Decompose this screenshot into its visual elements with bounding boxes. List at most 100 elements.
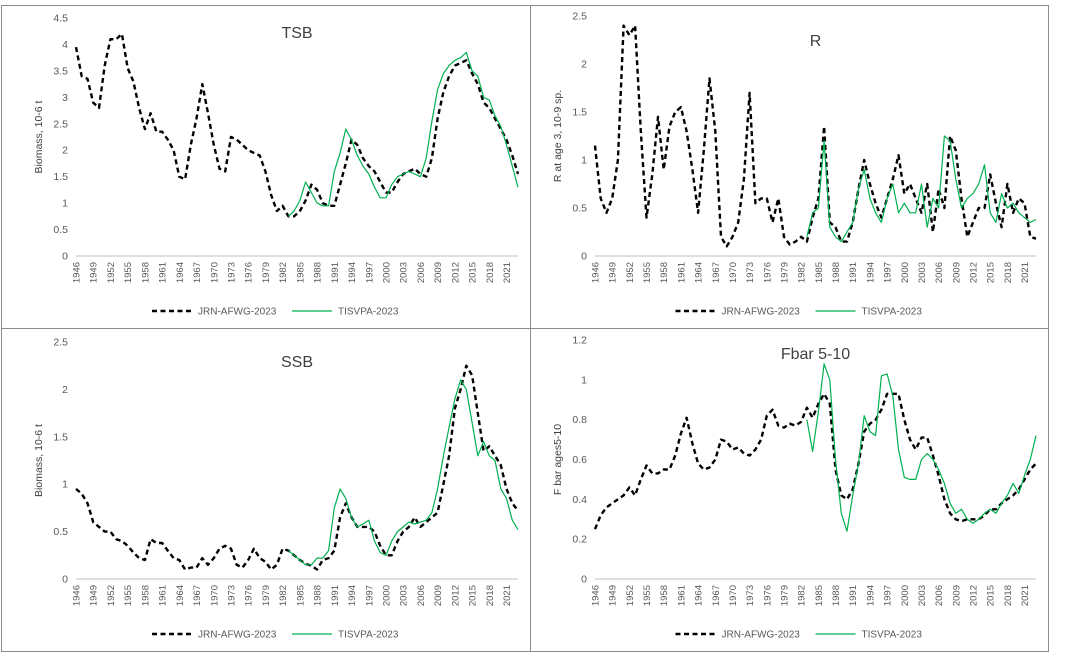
y-tick-label: 1.5 (53, 171, 68, 183)
x-tick-label: 2021 (1020, 585, 1031, 606)
recruitment-chart: R R at age 3, 10-9 sp. 0 0.5 1 1.5 2 2.5 1946 194… (552, 11, 1037, 318)
x-tick-label: 1955 (642, 262, 653, 283)
series-line-jrn-afwg-2023 (75, 364, 519, 571)
x-tick-label: 1973 (745, 262, 756, 283)
y-tick-label: 1.2 (572, 335, 587, 347)
legend-label: JRN-AFWG-2023 (722, 630, 801, 641)
y-tick-label: 2 (62, 384, 68, 396)
y-tick-label: 0 (62, 574, 68, 586)
y-tick-label: 1.5 (53, 431, 68, 443)
y-tick-label: 0.6 (572, 454, 587, 466)
x-tick-label: 2012 (969, 262, 980, 283)
x-tick-label: 1961 (158, 585, 169, 606)
series-line-tisvpa-2023 (806, 363, 1037, 532)
x-tick-label: 2009 (433, 262, 444, 283)
x-tick-label: 1985 (814, 585, 825, 606)
x-tick-label: 2015 (468, 585, 479, 606)
y-tick-label: 2.5 (572, 11, 587, 23)
x-tick-label: 1997 (883, 585, 894, 606)
y-tick-label: 1 (581, 155, 587, 167)
x-tick-label: 1979 (261, 585, 272, 606)
x-tick-label: 1946 (591, 585, 602, 606)
y-tick-label: 3 (62, 92, 68, 104)
x-tick-label: 2006 (934, 262, 945, 283)
tsb-chart: TSB Biomass, 10-6 t 0 0.5 1 1.5 2 2.5 3 3.5 4 4.5 19… (33, 13, 520, 318)
y-tick-label: 1.5 (572, 107, 587, 119)
x-tick-label: 1976 (762, 262, 773, 283)
y-tick-label: 0 (581, 574, 587, 586)
x-tick-label: 1958 (659, 262, 670, 283)
chart-title: TSB (281, 25, 312, 42)
x-tick-label: 1991 (330, 585, 341, 606)
series-line-jrn-afwg-2023 (593, 392, 1037, 530)
x-tick-label: 1961 (676, 585, 687, 606)
x-tick-label: 1970 (209, 585, 220, 606)
x-tick-label: 1976 (244, 585, 255, 606)
legend-label: JRN-AFWG-2023 (198, 307, 277, 318)
x-tick-label: 1949 (608, 262, 619, 283)
y-tick-label: 0 (62, 251, 68, 263)
x-tick-label: 1979 (780, 585, 791, 606)
fbar-chart-panel: Fbar 5-10 F bar ages5-10 0 0.2 0.4 0.6 0.8 1 1.2… (530, 328, 1049, 652)
x-tick-label: 1991 (848, 262, 859, 283)
x-tick-label: 2021 (502, 262, 513, 283)
x-tick-label: 1970 (209, 262, 220, 283)
x-tick-label: 1952 (106, 262, 117, 283)
x-tick-label: 1964 (175, 262, 186, 283)
x-tick-label: 2000 (900, 585, 911, 606)
x-tick-label: 1967 (192, 585, 203, 606)
ssb-chart-panel: SSB Biomass, 10-6 t 0 0.5 1 1.5 2 2.5 1946 1949 19… (1, 328, 531, 652)
x-tick-label: 1955 (123, 262, 134, 283)
y-tick-label: 2 (581, 59, 587, 71)
x-tick-label: 2003 (917, 262, 928, 283)
series-line-jrn-afwg-2023 (74, 32, 520, 218)
y-tick-label: 0.4 (572, 494, 587, 506)
x-tick-label: 1967 (192, 262, 203, 283)
x-tick-label: 1952 (625, 585, 636, 606)
x-tick-label: 2006 (416, 262, 427, 283)
x-tick-label: 1991 (848, 585, 859, 606)
x-tick-label: 1952 (106, 585, 117, 606)
legend-label: TISVPA-2023 (862, 630, 923, 641)
x-tick-label: 1952 (625, 262, 636, 283)
x-tick-label: 1982 (278, 585, 289, 606)
x-tick-label: 1979 (780, 262, 791, 283)
y-axis-label: Biomass, 10-6 t (33, 100, 45, 173)
y-tick-label: 4.5 (53, 13, 68, 25)
x-tick-label: 2018 (1003, 585, 1014, 606)
x-tick-label: 1967 (711, 585, 722, 606)
x-tick-label: 1994 (347, 262, 358, 283)
x-tick-label: 1979 (261, 262, 272, 283)
x-tick-label: 2009 (951, 262, 962, 283)
x-tick-label: 2018 (1003, 262, 1014, 283)
x-tick-label: 1964 (175, 585, 186, 606)
x-tick-label: 1964 (694, 262, 705, 283)
y-tick-label: 4 (62, 39, 68, 51)
x-tick-label: 1994 (865, 262, 876, 283)
x-tick-label: 1955 (123, 585, 134, 606)
x-tick-label: 1970 (728, 585, 739, 606)
x-tick-label: 2015 (986, 262, 997, 283)
x-tick-label: 1946 (72, 585, 83, 606)
y-tick-label: 0.5 (572, 203, 587, 215)
legend-label: JRN-AFWG-2023 (198, 630, 277, 641)
x-tick-label: 1949 (89, 585, 100, 606)
x-tick-label: 2009 (951, 585, 962, 606)
x-tick-label: 1958 (140, 585, 151, 606)
y-tick-label: 2.5 (53, 337, 68, 349)
x-tick-label: 1961 (676, 262, 687, 283)
y-tick-label: 0.2 (572, 534, 587, 546)
x-tick-label: 1982 (797, 262, 808, 283)
y-tick-label: 0.8 (572, 414, 587, 426)
x-tick-label: 1949 (608, 585, 619, 606)
x-tick-label: 1967 (711, 262, 722, 283)
x-tick-label: 2000 (381, 262, 392, 283)
tsb-chart-panel: TSB Biomass, 10-6 t 0 0.5 1 1.5 2 2.5 3 3.5 4 4.5 19… (1, 5, 531, 329)
x-tick-label: 1988 (313, 585, 324, 606)
x-tick-label: 2000 (381, 585, 392, 606)
y-tick-label: 0.5 (53, 526, 68, 538)
x-tick-label: 1988 (831, 262, 842, 283)
x-tick-label: 1994 (865, 585, 876, 606)
x-tick-label: 2018 (485, 262, 496, 283)
x-tick-label: 2021 (502, 585, 513, 606)
